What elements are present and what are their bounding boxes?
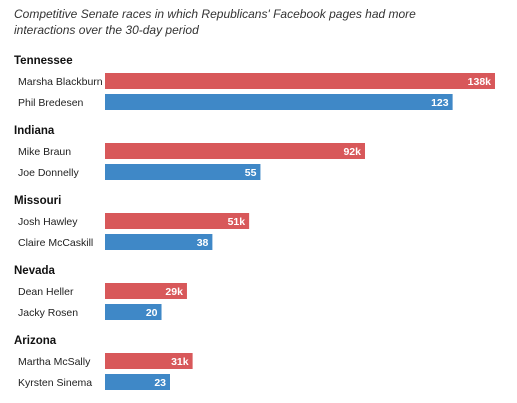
bar-josh-hawley — [105, 213, 250, 229]
candidate-label-jacky-rosen: Jacky Rosen — [18, 307, 78, 319]
value-label-joe-donnelly: 55 — [245, 167, 257, 179]
bar-phil-bredesen — [105, 94, 453, 110]
candidate-label-martha-mcsally: Martha McSally — [18, 356, 91, 368]
value-label-marsha-blackburn: 138k — [468, 76, 492, 88]
bar-kyrsten-sinema — [105, 374, 170, 390]
chart-groups: Tennessee Marsha Blackburn 138k Phil Bredes… — [14, 55, 495, 390]
value-label-mike-braun: 92k — [343, 146, 361, 158]
bar-martha-mcsally — [105, 353, 193, 369]
bar-joe-donnelly — [105, 164, 261, 180]
value-label-kyrsten-sinema: 23 — [154, 377, 166, 389]
candidate-label-joe-donnelly: Joe Donnelly — [18, 167, 79, 179]
chart-title-line-2: interactions over the 30-day period — [14, 23, 199, 37]
chart-title-line-1: Competitive Senate races in which Republ… — [14, 7, 416, 21]
state-label-nevada: Nevada — [14, 265, 56, 277]
candidate-label-marsha-blackburn: Marsha Blackburn — [18, 76, 103, 88]
bar-mike-braun — [105, 143, 365, 159]
value-label-josh-hawley: 51k — [228, 216, 246, 228]
value-label-jacky-rosen: 20 — [146, 307, 158, 319]
value-label-claire-mccaskill: 38 — [197, 237, 209, 249]
candidate-label-mike-braun: Mike Braun — [18, 146, 71, 158]
candidate-label-dean-heller: Dean Heller — [18, 286, 74, 298]
candidate-label-claire-mccaskill: Claire McCaskill — [18, 237, 93, 249]
candidate-label-josh-hawley: Josh Hawley — [18, 216, 78, 228]
bar-claire-mccaskill — [105, 234, 213, 250]
bar-dean-heller — [105, 283, 187, 299]
value-label-dean-heller: 29k — [165, 286, 183, 298]
value-label-phil-bredesen: 123 — [431, 97, 449, 109]
state-label-arizona: Arizona — [14, 335, 57, 347]
candidate-label-phil-bredesen: Phil Bredesen — [18, 97, 84, 109]
state-label-tennessee: Tennessee — [14, 55, 73, 67]
bar-marsha-blackburn — [105, 73, 495, 89]
value-label-martha-mcsally: 31k — [171, 356, 189, 368]
bar-jacky-rosen — [105, 304, 162, 320]
state-label-missouri: Missouri — [14, 195, 61, 207]
candidate-label-kyrsten-sinema: Kyrsten Sinema — [18, 377, 92, 389]
state-label-indiana: Indiana — [14, 125, 55, 137]
